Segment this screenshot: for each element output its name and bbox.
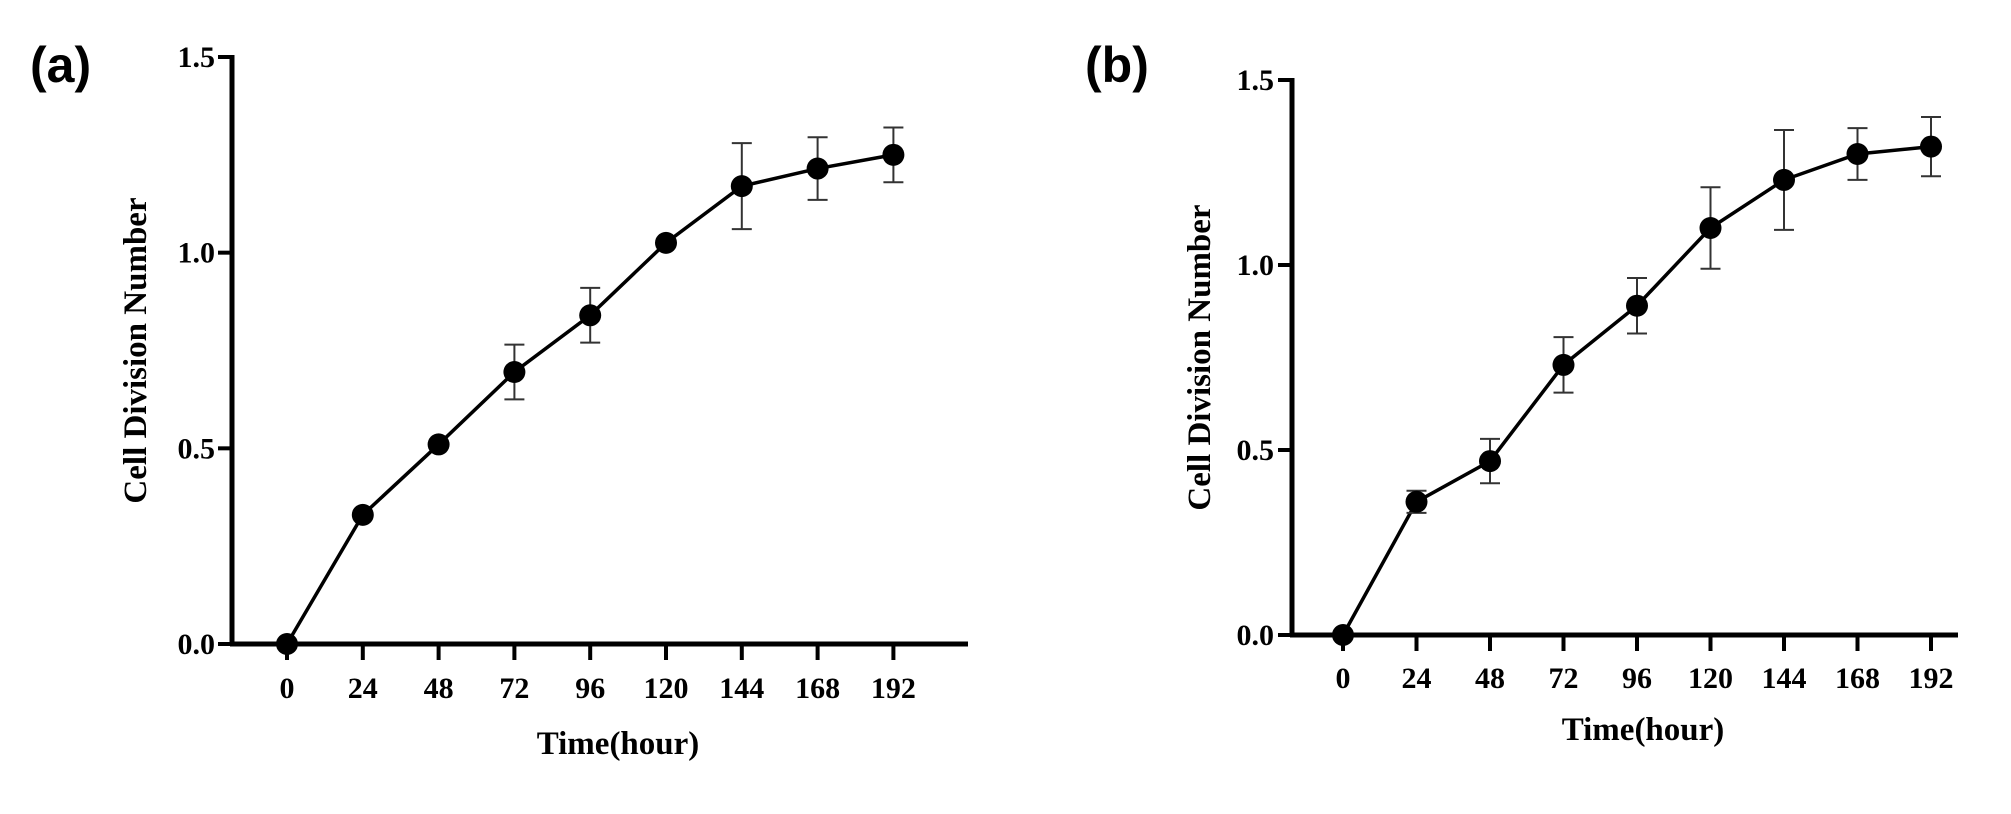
y-axis-title: Cell Division Number (1182, 204, 1218, 510)
data-point (276, 633, 298, 655)
panel-label-a: (a) (30, 37, 91, 93)
data-point (1699, 217, 1722, 239)
data-point (351, 503, 374, 526)
data-point (1846, 143, 1869, 165)
x-tick-label: 120 (644, 672, 689, 705)
data-point (1479, 450, 1501, 473)
data-point (806, 157, 829, 180)
x-tick-label: 0 (280, 672, 295, 705)
x-tick-label: 72 (1549, 662, 1579, 695)
x-tick-label: 48 (424, 672, 454, 705)
x-tick-label: 168 (795, 672, 840, 705)
data-point (579, 304, 602, 327)
x-tick-label: 144 (719, 672, 764, 705)
panel-label-b: (b) (1085, 37, 1149, 93)
x-tick-label: 96 (575, 672, 605, 705)
y-tick-label: 0.5 (178, 432, 216, 465)
x-tick-label: 144 (1762, 662, 1807, 695)
data-point (882, 143, 905, 166)
y-tick-label: 1.5 (178, 41, 216, 74)
data-point (427, 433, 450, 456)
y-tick-label: 0.0 (1237, 619, 1275, 652)
data-point (655, 231, 677, 254)
data-point (1405, 490, 1428, 513)
data-point (1552, 353, 1575, 376)
series-line (285, 153, 894, 645)
x-tick-label: 168 (1835, 662, 1880, 695)
y-axis-title: Cell Division Number (118, 197, 154, 503)
series-line (1341, 144, 1932, 636)
x-tick-label: 24 (348, 672, 378, 705)
data-point (503, 361, 526, 384)
y-tick-label: 1.0 (1237, 249, 1275, 282)
y-tick-label: 1.5 (1237, 64, 1275, 97)
x-tick-label: 72 (499, 672, 529, 705)
x-axis-title: Time(hour) (1562, 712, 1725, 748)
x-tick-label: 120 (1688, 662, 1733, 695)
data-point (730, 175, 753, 198)
x-tick-label: 48 (1475, 662, 1505, 695)
x-tick-label: 192 (871, 672, 916, 705)
x-tick-label: 0 (1336, 662, 1351, 695)
x-tick-label: 192 (1909, 662, 1954, 695)
data-point (1773, 168, 1795, 191)
x-tick-label: 96 (1622, 662, 1652, 695)
x-axis-title: Time(hour) (537, 726, 700, 762)
data-point (1920, 135, 1942, 158)
data-point (1332, 624, 1354, 646)
chart-panel-a: (a) 0.0 0.5 1.0 1.5 0 24 48 72 96 120 144 168 192 Tim… (30, 37, 968, 762)
x-tick-label: 24 (1402, 662, 1432, 695)
y-tick-label: 0.0 (178, 628, 216, 661)
chart-panel-b: (b) 0.0 0.5 1.0 1.5 0 24 48 72 96 120 144 168 192 Tim… (1085, 37, 1958, 748)
data-point (1626, 294, 1648, 317)
y-tick-label: 1.0 (178, 237, 216, 270)
y-tick-label: 0.5 (1237, 434, 1275, 467)
